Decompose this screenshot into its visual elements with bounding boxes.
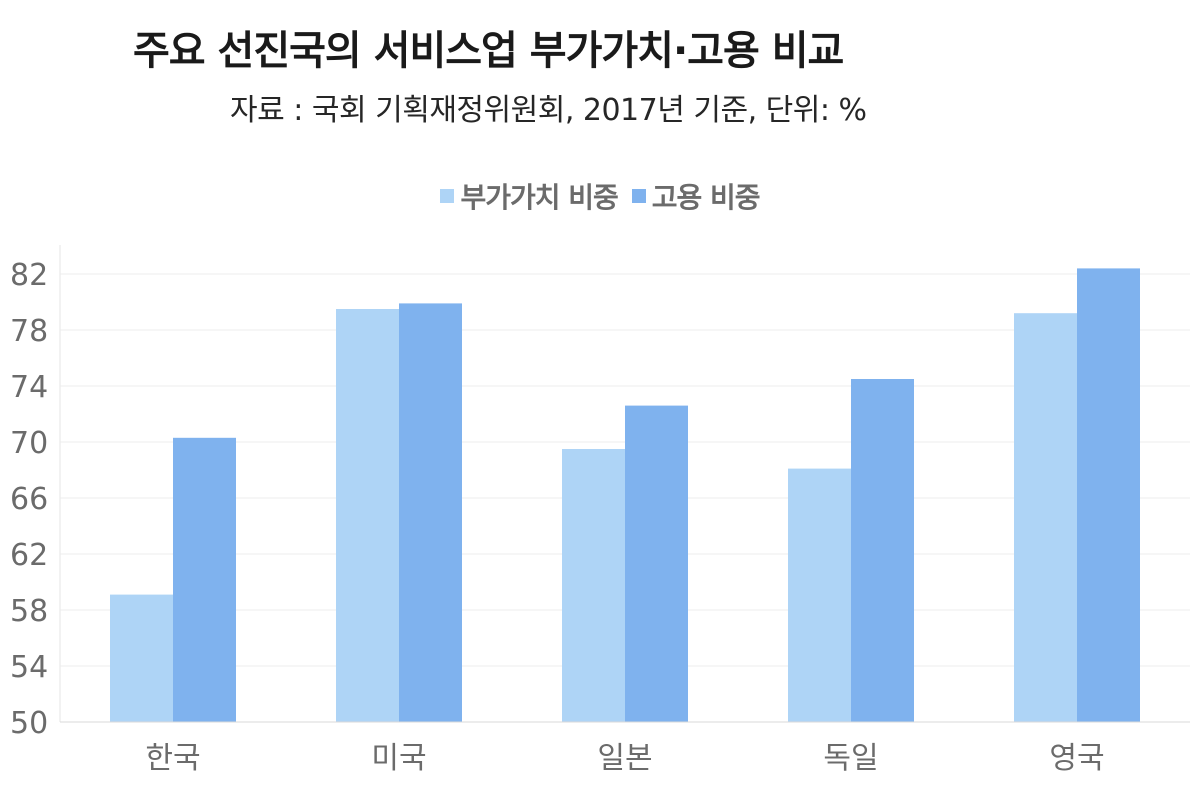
legend-label-value-added: 부가가치 비중 <box>460 181 618 214</box>
bar-employment <box>1077 268 1140 722</box>
y-tick-label: 62 <box>10 538 48 573</box>
y-tick-label: 54 <box>10 650 48 685</box>
x-tick-label: 일본 <box>597 741 652 776</box>
chart-subtitle: 자료 : 국회 기획재정위원회, 2017년 기준, 단위: % <box>230 93 867 128</box>
legend-swatch-value-added <box>440 189 455 203</box>
x-tick-label: 미국 <box>371 741 426 776</box>
y-tick-label: 82 <box>10 258 48 293</box>
x-tick-label: 한국 <box>145 741 200 776</box>
y-tick-label: 58 <box>10 594 48 629</box>
bar-employment <box>851 379 914 722</box>
y-tick-label: 78 <box>10 314 48 349</box>
legend-swatch-employment <box>631 189 646 203</box>
y-tick-label: 74 <box>10 370 48 405</box>
legend: 부가가치 비중 고용 비중 <box>0 176 1200 216</box>
y-tick-label: 50 <box>10 706 48 741</box>
chart-title: 주요 선진국의 서비스업 부가가치·고용 비교 <box>133 28 844 74</box>
y-tick-label: 70 <box>10 426 48 461</box>
bar-value-added <box>788 468 851 722</box>
legend-label-employment: 고용 비중 <box>651 181 761 214</box>
bar-employment <box>173 437 236 722</box>
bar-value-added <box>110 594 173 722</box>
bar-value-added <box>562 449 625 722</box>
bar-employment <box>625 405 688 722</box>
bar-employment <box>399 303 462 722</box>
legend-item-employment: 고용 비중 <box>631 176 761 216</box>
x-tick-label: 영국 <box>1049 741 1104 776</box>
bar-value-added <box>1014 313 1077 722</box>
y-tick-label: 66 <box>10 482 48 517</box>
legend-item-value-added: 부가가치 비중 <box>440 176 619 216</box>
bar-value-added <box>336 309 399 722</box>
x-tick-label: 독일 <box>823 741 878 776</box>
